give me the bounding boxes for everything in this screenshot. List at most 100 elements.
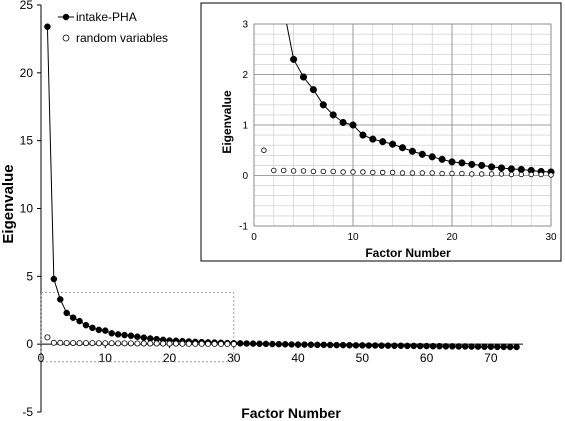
main-point-1-12 — [121, 340, 128, 347]
main-point-1-28 — [224, 340, 231, 347]
main-point-1-6 — [82, 340, 89, 347]
inset-frame — [200, 2, 562, 262]
inset-point-0-17 — [458, 159, 466, 167]
inset-y-tick-label: 1 — [242, 121, 248, 132]
inset-point-1-2 — [281, 167, 287, 174]
inset-point-1-13 — [389, 169, 396, 176]
inset-point-1-29 — [548, 172, 554, 178]
inset-point-0-4 — [329, 111, 337, 119]
main-point-0-52 — [378, 342, 385, 349]
main-x-tick-label: 70 — [484, 351, 498, 365]
inset-point-1-8 — [340, 169, 346, 175]
main-x-tick-label: 50 — [356, 351, 370, 365]
inset-point-0-9 — [379, 138, 387, 146]
main-point-1-14 — [134, 340, 141, 347]
inset-point-1-25 — [508, 171, 515, 178]
inset-point-0-6 — [349, 121, 357, 129]
main-point-0-6 — [82, 321, 90, 329]
main-point-1-27 — [217, 340, 224, 347]
main-point-0-73 — [513, 343, 520, 351]
main-point-0-15 — [140, 334, 148, 341]
main-point-0-62 — [442, 343, 450, 350]
main-point-0-51 — [371, 342, 379, 349]
main-point-1-26 — [211, 340, 218, 347]
inset-point-1-1 — [271, 167, 277, 174]
main-point-0-34 — [262, 340, 270, 348]
main-point-0-8 — [95, 326, 103, 334]
inset-point-1-20 — [459, 170, 465, 177]
main-point-1-23 — [192, 340, 199, 347]
inset-point-1-0 — [261, 147, 267, 153]
main-x-tick-label: 0 — [38, 351, 45, 365]
main-point-0-31 — [243, 340, 250, 347]
main-point-0-1 — [50, 275, 58, 283]
inset-point-0-20 — [488, 163, 496, 171]
main-point-0-3 — [63, 309, 70, 317]
inset-x-tick-label: 0 — [251, 232, 257, 243]
main-point-1-21 — [179, 340, 186, 347]
inset-y-tick-label: 2 — [242, 70, 248, 81]
inset-point-1-19 — [449, 170, 455, 177]
inset-point-0-1 — [299, 73, 308, 81]
inset-point-0-10 — [389, 140, 397, 148]
main-point-0-39 — [294, 341, 302, 348]
main-point-1-20 — [172, 340, 179, 347]
main-point-0-68 — [481, 343, 488, 350]
inset-point-1-24 — [498, 171, 505, 177]
main-point-0-49 — [359, 342, 366, 349]
main-point-1-7 — [89, 340, 96, 347]
main-y-tick-label: 20 — [20, 66, 34, 80]
inset-point-0-7 — [359, 131, 367, 139]
main-point-1-17 — [153, 340, 160, 347]
inset-point-0-21 — [497, 164, 506, 172]
main-point-0-61 — [436, 342, 443, 350]
main-point-0-32 — [249, 340, 257, 347]
inset-point-1-12 — [380, 169, 386, 176]
main-point-0-54 — [391, 342, 398, 350]
main-point-0-53 — [384, 342, 392, 349]
inset-point-1-14 — [399, 170, 406, 176]
inset-x-axis-title: Factor Number — [365, 246, 451, 260]
main-point-0-55 — [397, 342, 405, 350]
main-point-0-13 — [127, 332, 135, 340]
main-point-0-50 — [365, 342, 373, 349]
main-x-axis-title: Factor Number — [241, 405, 341, 421]
main-point-0-46 — [339, 341, 347, 349]
main-point-1-22 — [185, 340, 192, 347]
inset-point-0-15 — [438, 155, 446, 163]
main-point-0-57 — [410, 342, 417, 350]
inset-point-1-26 — [518, 171, 524, 178]
main-point-0-33 — [256, 340, 263, 348]
main-point-0-2 — [57, 296, 64, 303]
inset-point-1-10 — [360, 169, 366, 175]
main-point-1-3 — [63, 339, 70, 346]
inset-point-0-2 — [309, 86, 317, 94]
inset-point-0-18 — [468, 160, 476, 168]
zoom-region-box — [40, 292, 235, 363]
main-point-1-4 — [70, 339, 77, 346]
inset-point-0-12 — [408, 147, 416, 155]
legend-label-0: intake-PHA — [76, 10, 137, 24]
main-point-1-15 — [140, 340, 147, 347]
inset-point-1-21 — [469, 171, 475, 177]
inset-point-1-18 — [439, 170, 445, 177]
main-point-1-11 — [115, 340, 122, 347]
inset-y-tick-label: 3 — [242, 20, 248, 31]
inset-point-1-3 — [290, 168, 297, 174]
main-point-0-0 — [44, 23, 51, 30]
inset-point-0-0 — [290, 55, 298, 63]
main-point-0-12 — [121, 331, 128, 339]
main-point-0-41 — [307, 341, 315, 348]
main-point-0-9 — [102, 327, 109, 334]
main-point-0-48 — [352, 342, 360, 349]
legend: intake-PHA random variables — [58, 10, 168, 45]
main-point-0-42 — [314, 341, 321, 349]
main-y-axis-title: Eigenvalue — [0, 164, 17, 243]
inset-point-0-16 — [448, 158, 456, 166]
main-point-0-36 — [275, 340, 283, 348]
main-point-1-29 — [230, 341, 237, 348]
main-point-1-9 — [102, 340, 109, 347]
inset-point-1-5 — [310, 168, 317, 175]
main-point-0-30 — [236, 340, 244, 347]
